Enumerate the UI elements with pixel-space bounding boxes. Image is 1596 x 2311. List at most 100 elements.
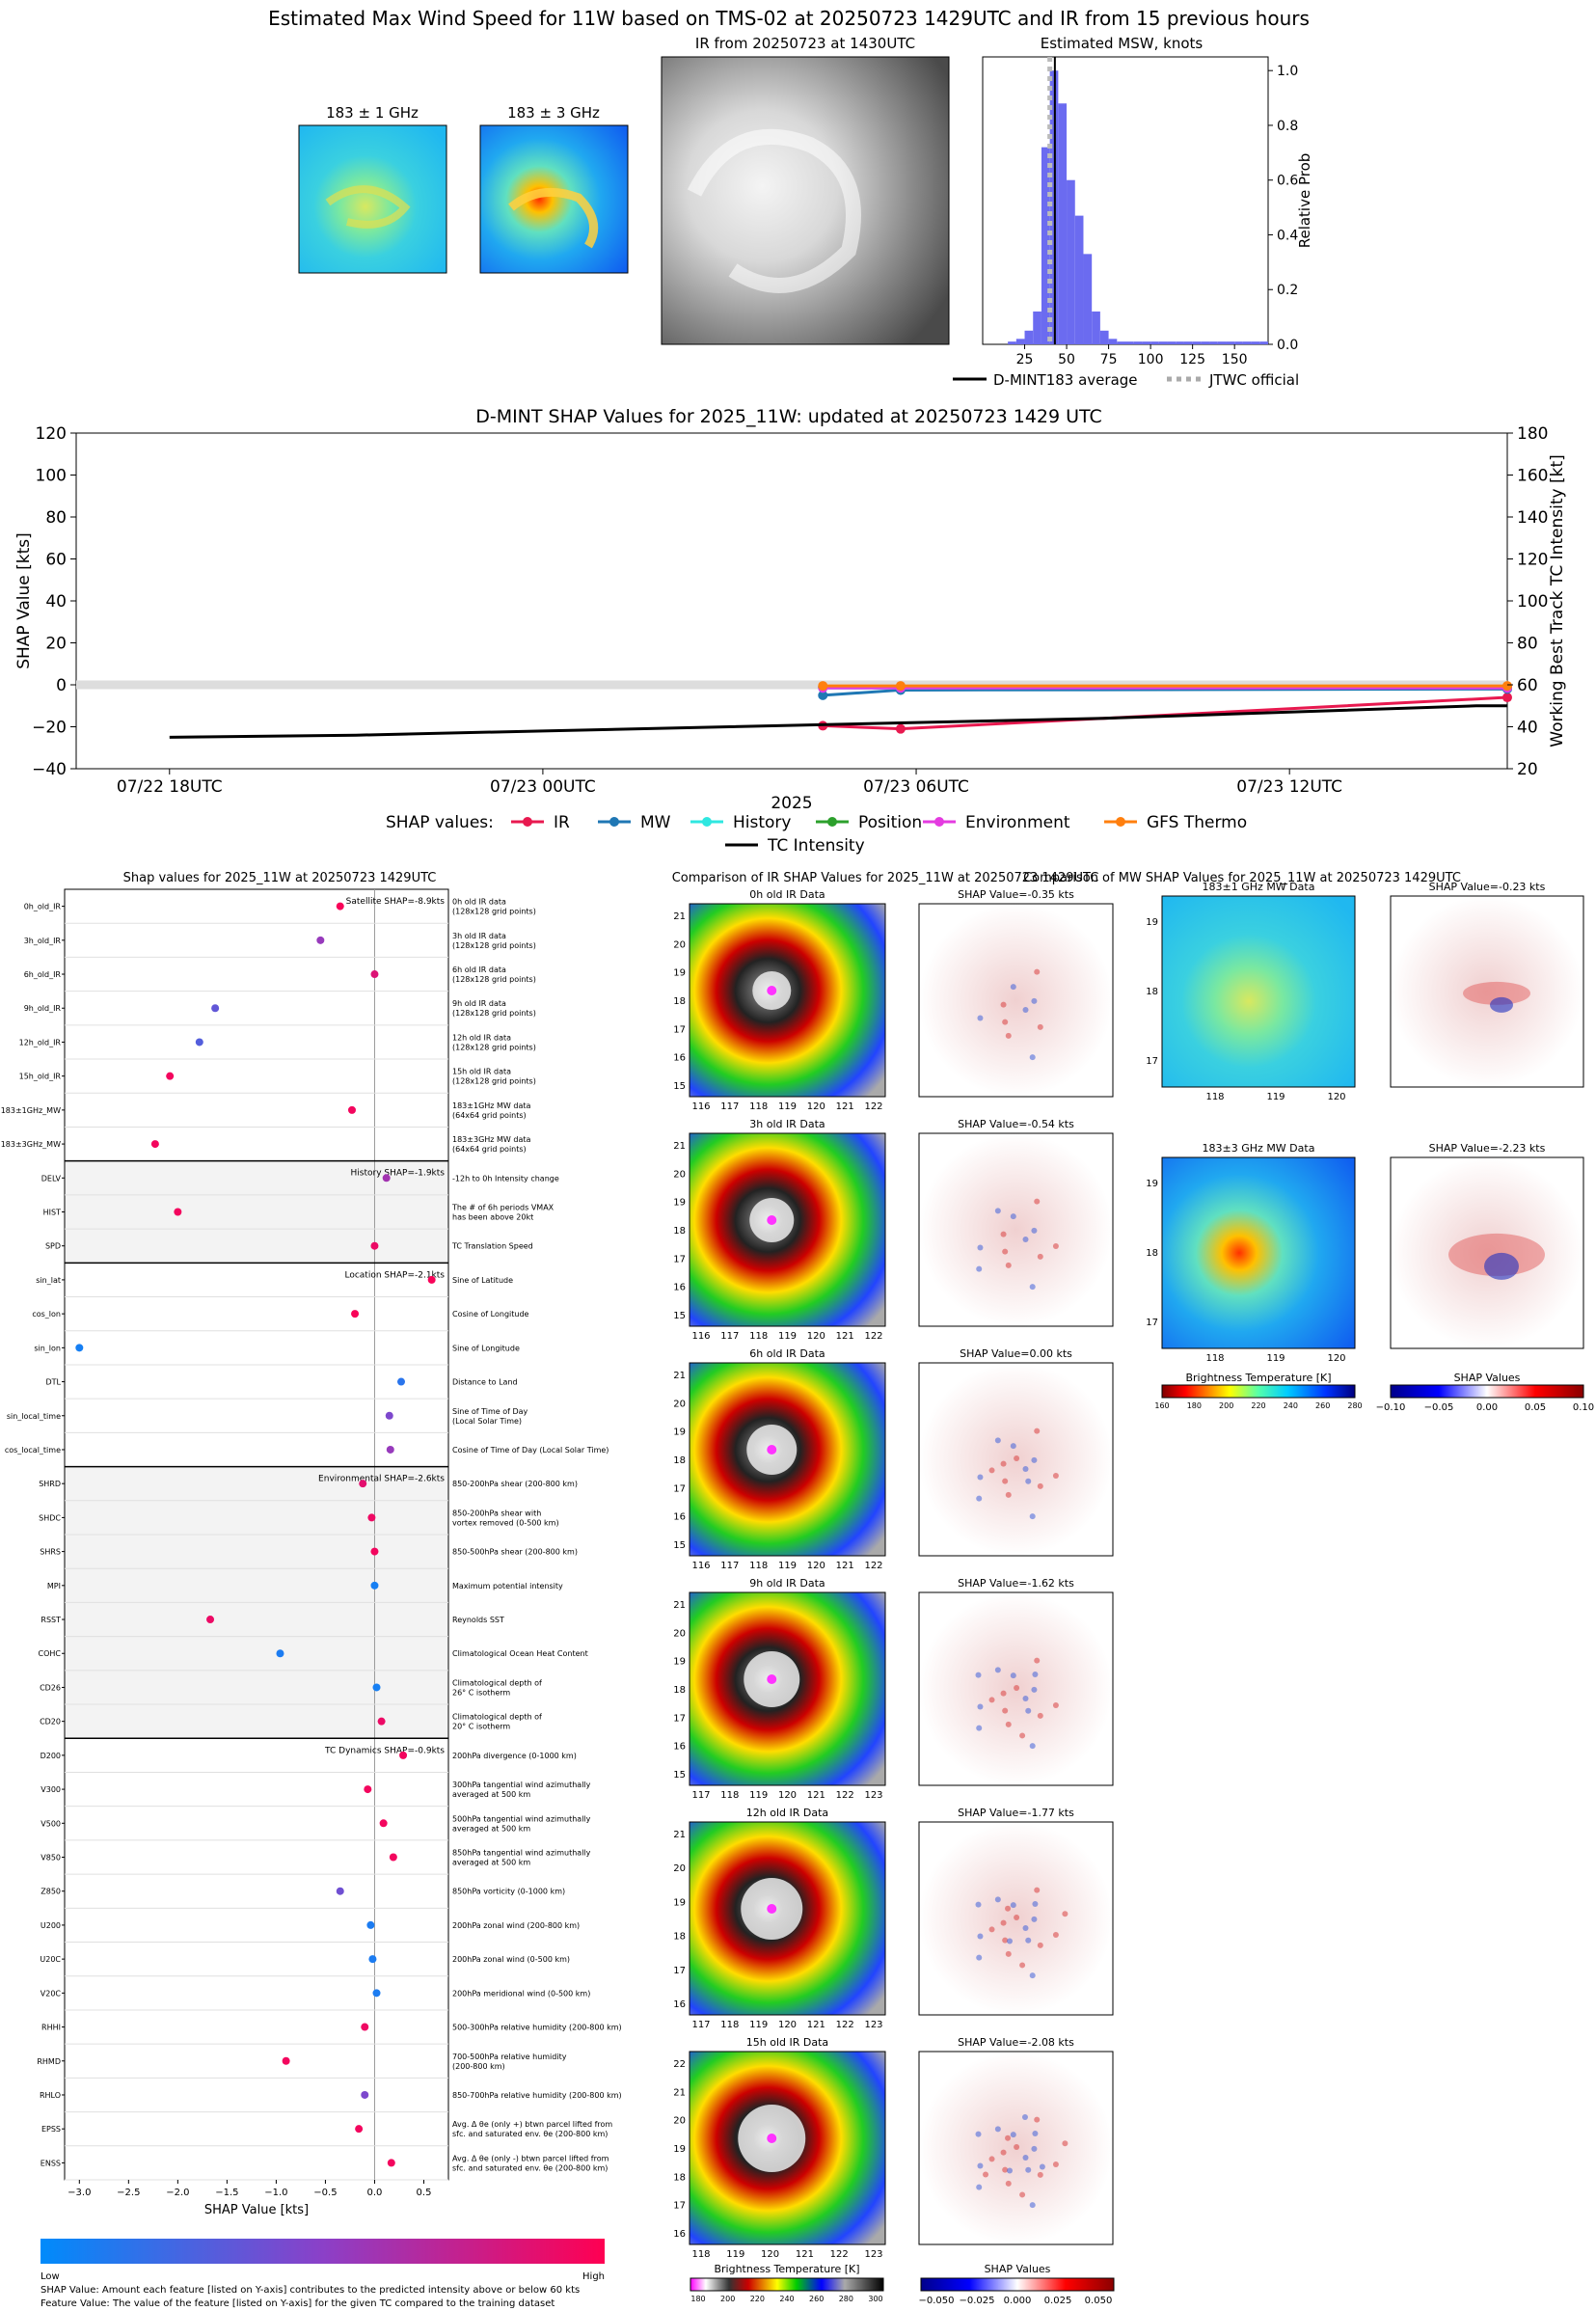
feature-description: (128x128 grid points) xyxy=(452,908,536,916)
hist-bar xyxy=(1183,341,1193,344)
ir-x-tick: 119 xyxy=(749,2020,768,2030)
ir-y-tick: 21 xyxy=(673,2087,686,2098)
hist-bar xyxy=(1024,330,1034,344)
hist-bar xyxy=(1150,341,1159,344)
shap-blob xyxy=(994,1896,1001,1903)
feature-description: Climatological depth of xyxy=(452,1678,542,1687)
shap-dot xyxy=(379,1819,388,1828)
mw-shap-cb-tick: 0.10 xyxy=(1573,1402,1594,1413)
series-line-ir xyxy=(823,695,1508,731)
mw-shap-cb-tick: 0.05 xyxy=(1525,1402,1546,1413)
ir-shap-title: SHAP Value=-1.62 kts xyxy=(958,1577,1074,1590)
shap-blob xyxy=(1029,1284,1036,1291)
ir-y-tick: 20 xyxy=(673,2116,686,2127)
shap-blob xyxy=(1019,1962,1026,1969)
shap-blob xyxy=(977,1015,984,1021)
mw-shap-image xyxy=(1390,895,1584,1088)
feature-name: 183±1GHz_MW xyxy=(1,1106,61,1115)
ts-legend-title: SHAP values: xyxy=(386,813,494,832)
ir-y-tick: 15 xyxy=(673,1540,686,1551)
ts-ytick-right-label: 60 xyxy=(1517,676,1538,695)
mw-cb-tick: 240 xyxy=(1284,1401,1298,1410)
shap-blob xyxy=(1034,2116,1041,2123)
ir-y-tick: 21 xyxy=(673,1371,686,1381)
shap-blob xyxy=(1034,1427,1041,1434)
shap-dot xyxy=(195,1038,203,1047)
hist-bar xyxy=(1209,341,1218,344)
shap-blob xyxy=(976,1725,983,1731)
shap-dot xyxy=(355,2125,364,2134)
legend-label: MW xyxy=(640,813,671,832)
shap-panel-title: Shap values for 2025_11W at 20250723 142… xyxy=(123,871,437,885)
shap-blob xyxy=(1052,1931,1059,1938)
feature-description: 15h old IR data xyxy=(452,1068,511,1076)
shap-blob xyxy=(1002,2166,1009,2173)
feature-description: (Local Solar Time) xyxy=(452,1417,522,1426)
shap-blob xyxy=(1037,1023,1043,1030)
ir-shap-title: SHAP Value=-1.77 kts xyxy=(958,1807,1074,1819)
feature-description: Sine of Longitude xyxy=(452,1344,520,1352)
shap-blob xyxy=(1010,984,1016,991)
feature-description: 183±3GHz MW data xyxy=(452,1135,530,1144)
shap-blob xyxy=(1031,2145,1038,2152)
feature-name: cos_local_time xyxy=(5,1446,61,1455)
hist-bar xyxy=(1041,147,1050,344)
ts-ytick-left-label: 40 xyxy=(45,592,67,612)
ir-y-tick: 21 xyxy=(673,1141,686,1152)
feature-description: Reynolds SST xyxy=(452,1616,504,1624)
shap-blob xyxy=(1005,2134,1012,2141)
ir-data-title: 3h old IR Data xyxy=(749,1118,825,1130)
shap-blob xyxy=(1034,1887,1041,1893)
feature-name: V850 xyxy=(41,1854,61,1862)
shap-blob xyxy=(976,1954,983,1961)
msw-histogram: Estimated MSW, knots 25 50 75 100 125 150 0.0… xyxy=(953,35,1313,389)
shap-blob xyxy=(1014,1455,1020,1462)
ir-y-tick: 22 xyxy=(673,2059,686,2070)
feature-description: 700-500hPa relative humidity xyxy=(452,2053,567,2061)
ir-cb-tick: 220 xyxy=(750,2295,765,2303)
shap-blob xyxy=(1031,997,1038,1004)
feature-description: Cosine of Time of Day (Local Solar Time) xyxy=(452,1446,609,1455)
shap-dot xyxy=(370,970,379,979)
ts-frame xyxy=(75,432,1508,770)
ir-x-tick: 119 xyxy=(778,1561,797,1571)
mw-y-tick: 18 xyxy=(1146,1248,1158,1259)
shap-blob xyxy=(988,1467,995,1474)
shap-blob xyxy=(1034,968,1041,975)
ts-ytick-left-label: 120 xyxy=(36,424,67,444)
ts-xtick-label: 07/23 06UTC xyxy=(863,777,969,797)
ts-ytick-left-label: −20 xyxy=(32,719,67,738)
shap-blob xyxy=(1062,2140,1069,2147)
shap-xtick-label: −2.5 xyxy=(117,2188,140,2198)
shap-blob xyxy=(1007,2167,1014,2174)
ir-shap-cb-tick: −0.025 xyxy=(959,2296,994,2306)
feature-description: Avg. Δ θe (only +) btwn parcel lifted fr… xyxy=(452,2120,612,2129)
shap-blob xyxy=(1029,1513,1036,1520)
ir-y-tick: 17 xyxy=(673,1024,686,1035)
shap-dot xyxy=(367,1513,376,1522)
ir-x-tick: 121 xyxy=(836,1331,854,1342)
ir-shap-cb-tick: −0.050 xyxy=(918,2296,954,2306)
shap-blob xyxy=(1000,1919,1007,1926)
feature-description: 850-500hPa shear (200-800 km) xyxy=(452,1548,578,1557)
figure-title: Estimated Max Wind Speed for 11W based o… xyxy=(268,7,1310,30)
ir-y-tick: 18 xyxy=(673,1455,686,1466)
feature-description: Distance to Land xyxy=(452,1378,518,1387)
feature-description: (128x128 grid points) xyxy=(452,975,536,984)
colorbar-high: High xyxy=(582,2271,605,2282)
ir-y-tick: 19 xyxy=(673,1897,686,1908)
feature-description: (128x128 grid points) xyxy=(452,1077,536,1086)
feature-name: DTL xyxy=(45,1378,61,1387)
legend-avg-label: D-MINT183 average xyxy=(993,371,1138,389)
shap-blob xyxy=(977,1933,984,1940)
shap-blob xyxy=(1037,2171,1043,2178)
shap-blob xyxy=(1032,1671,1039,1677)
shap-xtick-label: −1.0 xyxy=(264,2188,287,2198)
shap-blob xyxy=(1022,1007,1029,1013)
feature-name: sin_lat xyxy=(36,1276,61,1285)
mw-shap-title: SHAP Value=-0.23 kts xyxy=(1429,881,1546,893)
feature-name: 3h_old_IR xyxy=(24,937,62,945)
shap-blob xyxy=(1005,1032,1012,1039)
ir-x-tick: 123 xyxy=(864,2020,882,2030)
shap-blob xyxy=(1034,1657,1041,1664)
